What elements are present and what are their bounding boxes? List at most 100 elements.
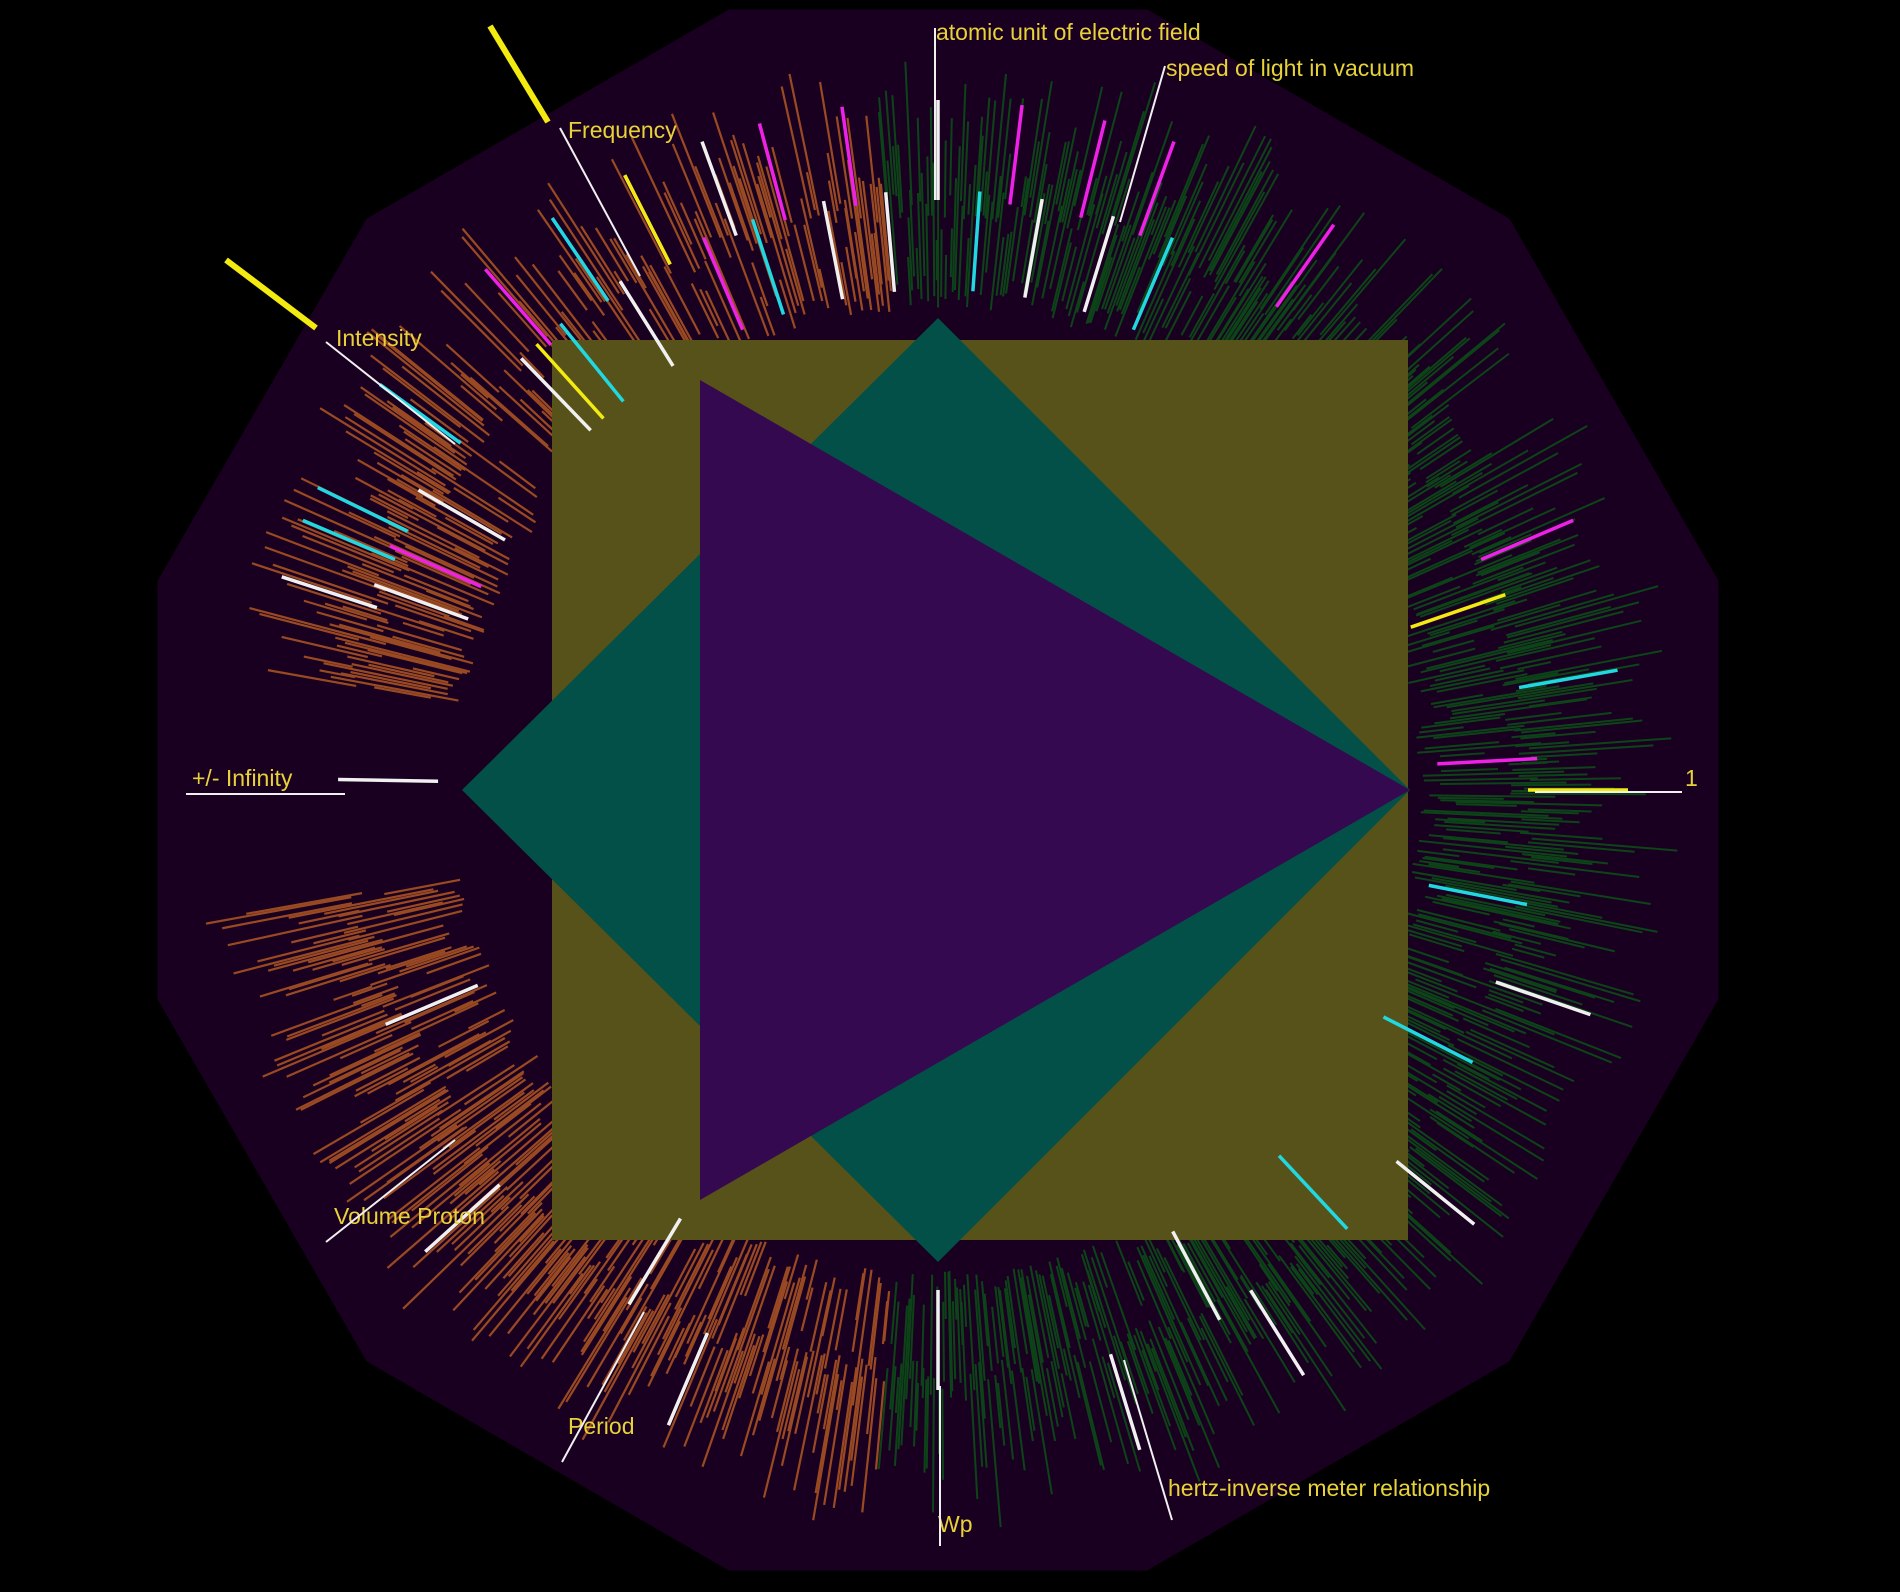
tick xyxy=(781,1264,808,1350)
highlight-tick xyxy=(317,485,409,533)
tick xyxy=(1415,572,1533,617)
tick xyxy=(366,331,485,427)
tick xyxy=(741,142,773,239)
tick xyxy=(259,612,360,641)
tick xyxy=(894,1376,900,1414)
highlight-tick xyxy=(627,1217,682,1306)
tick xyxy=(821,1277,836,1337)
highlight-tick xyxy=(338,777,439,784)
tick xyxy=(953,146,961,291)
tick xyxy=(328,1089,449,1164)
tick xyxy=(758,1277,801,1421)
tick xyxy=(869,183,883,285)
tick xyxy=(1000,1359,1015,1460)
tick xyxy=(467,1193,530,1255)
tick xyxy=(1067,193,1104,317)
tick xyxy=(249,606,387,646)
tick xyxy=(1010,1370,1026,1471)
tick xyxy=(1511,732,1556,739)
tick xyxy=(411,1162,491,1229)
tick xyxy=(686,1236,737,1345)
tick xyxy=(373,451,445,495)
tick xyxy=(886,160,899,285)
tick xyxy=(1413,566,1524,611)
tick xyxy=(1101,1356,1116,1399)
highlight-tick xyxy=(1277,1154,1349,1231)
tick xyxy=(1057,127,1077,212)
tick xyxy=(855,1273,865,1321)
tick xyxy=(497,1222,562,1297)
tick xyxy=(1136,1246,1189,1363)
tick xyxy=(1088,1361,1113,1443)
tick xyxy=(454,547,509,576)
highlight-tick xyxy=(701,237,745,331)
tick xyxy=(1116,202,1159,312)
tick xyxy=(1514,585,1659,628)
tick xyxy=(1403,1157,1504,1238)
tick xyxy=(1446,682,1594,709)
tick xyxy=(438,1070,525,1130)
tick xyxy=(382,964,490,1008)
tick xyxy=(1086,177,1098,215)
tick xyxy=(432,1089,545,1175)
tick xyxy=(1283,294,1313,332)
tick xyxy=(1180,295,1204,336)
tick xyxy=(393,537,498,588)
tick xyxy=(781,1369,801,1440)
leader-hertz xyxy=(1123,1359,1173,1521)
tick xyxy=(1069,281,1085,328)
tick xyxy=(1106,1362,1142,1472)
tick xyxy=(1446,1084,1486,1109)
tick xyxy=(617,1312,648,1365)
purple-triangle-shape xyxy=(700,380,1410,1200)
tick xyxy=(1420,669,1525,693)
tick xyxy=(982,171,988,216)
highlight-tick xyxy=(559,322,625,403)
tick xyxy=(368,605,445,632)
tick xyxy=(1471,536,1512,556)
highlight-tick xyxy=(1382,1015,1474,1064)
tick xyxy=(694,165,732,258)
tick xyxy=(1475,533,1579,577)
tick xyxy=(1432,900,1490,916)
tick xyxy=(1405,979,1450,999)
tick xyxy=(1303,1229,1373,1313)
tick xyxy=(569,1264,592,1295)
tick xyxy=(1075,174,1119,313)
tick xyxy=(342,605,388,622)
tick xyxy=(1208,160,1271,276)
highlight-tick xyxy=(389,544,482,589)
tick xyxy=(879,183,893,292)
tick xyxy=(1294,1255,1383,1370)
tick xyxy=(502,1232,545,1279)
tick xyxy=(1514,943,1557,957)
tick xyxy=(1510,880,1651,906)
tick xyxy=(493,1089,535,1121)
tick xyxy=(544,1247,589,1304)
tick xyxy=(1126,1340,1154,1414)
tick xyxy=(343,903,463,935)
tick xyxy=(385,946,452,970)
label-speed-of-light: speed of light in vacuum xyxy=(1166,55,1414,81)
tick xyxy=(281,516,410,572)
tick xyxy=(865,115,879,223)
tick xyxy=(386,1170,500,1269)
tick xyxy=(448,1123,559,1221)
tick xyxy=(360,1044,419,1075)
tick xyxy=(367,1033,480,1095)
tick xyxy=(373,686,431,699)
tick xyxy=(627,1315,670,1396)
tick xyxy=(1170,181,1204,255)
tick xyxy=(826,152,839,212)
tick xyxy=(759,296,776,336)
tick xyxy=(631,1248,697,1369)
highlight-tick xyxy=(1079,120,1107,218)
tick xyxy=(744,1241,767,1297)
tick xyxy=(1055,1265,1068,1308)
tick xyxy=(1430,694,1484,706)
tick xyxy=(1194,1235,1256,1340)
tick xyxy=(453,1122,542,1197)
tick xyxy=(1495,637,1595,662)
tick xyxy=(386,400,452,448)
tick xyxy=(1020,176,1027,208)
